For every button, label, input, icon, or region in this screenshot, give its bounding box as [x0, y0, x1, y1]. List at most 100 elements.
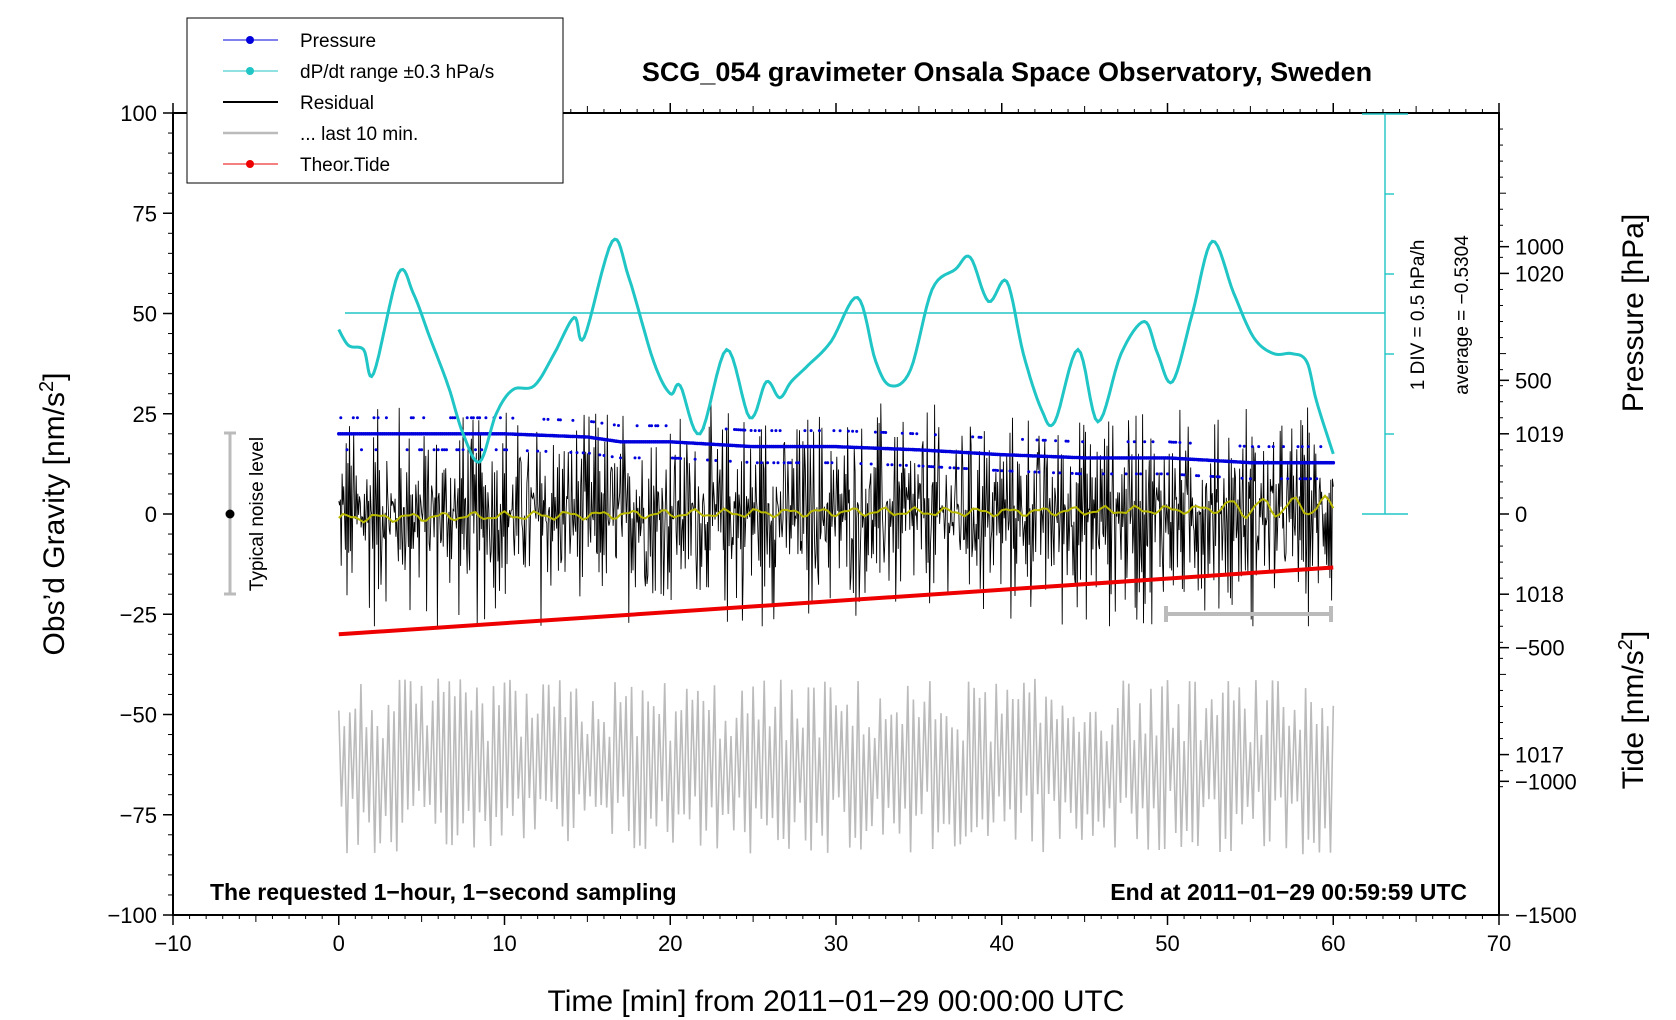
pressure-point: [873, 430, 877, 434]
pressure-point: [1302, 477, 1306, 481]
chart-title: SCG_054 gravimeter Onsala Space Observat…: [642, 57, 1372, 87]
tide-tick-label: −1500: [1515, 903, 1577, 928]
pressure-point: [952, 466, 956, 470]
tide-tick-label: 500: [1515, 368, 1552, 393]
y-axis-left: −100 −75 −50 −25 0 25 50 75 100: [107, 101, 173, 928]
y-left-tick-label: −75: [120, 803, 157, 828]
pressure-point: [788, 461, 792, 465]
x-tick-label: 70: [1487, 931, 1511, 956]
pressure-point: [757, 429, 761, 433]
dpdt-div-label: 1 DIV = 0.5 hPa/h: [1408, 240, 1429, 391]
pressure-tick-label: 1020: [1515, 261, 1564, 286]
tide-series: [338, 565, 1334, 637]
pressure-point: [449, 416, 453, 420]
pressure-point: [1070, 471, 1074, 475]
pressure-point: [1101, 472, 1105, 476]
pressure-point: [724, 427, 728, 431]
pressure-point: [1178, 441, 1182, 444]
pressure-point: [904, 463, 908, 467]
pressure-point: [832, 429, 836, 433]
tide-line: [338, 565, 1334, 637]
pressure-point: [1296, 445, 1300, 449]
pressure-point: [996, 469, 1000, 472]
pressure-point: [728, 459, 732, 463]
pressure-point: [575, 451, 579, 455]
x-tick-label: 10: [492, 931, 516, 956]
pressure-point: [782, 461, 786, 465]
pressure-point: [1240, 476, 1244, 480]
x-tick-label: 20: [658, 931, 682, 956]
pressure-point: [420, 448, 424, 452]
pressure-point: [1174, 440, 1178, 444]
pressure-point: [432, 448, 436, 452]
pressure-point: [1000, 469, 1004, 473]
pressure-point: [405, 448, 409, 452]
pressure-point: [1058, 471, 1062, 475]
legend: Pressure dP/dt range ±0.3 hPa/s Residual..…: [186, 17, 564, 184]
y-left-tick-label: −100: [107, 903, 157, 928]
residual-series: [338, 401, 1334, 627]
tide-axis-title: Tide [nm/s2]: [1615, 631, 1650, 789]
pressure-point: [1238, 444, 1242, 448]
pressure-point: [619, 456, 622, 460]
pressure-point: [465, 416, 469, 420]
pressure-point: [886, 463, 890, 467]
pressure-point: [633, 456, 637, 460]
pressure-point: [511, 416, 515, 420]
pressure-point: [648, 424, 651, 428]
dpdt-series: [337, 237, 1335, 464]
pressure-point: [971, 435, 975, 439]
pressure-point: [1304, 477, 1308, 481]
pressure-point: [637, 456, 641, 460]
pressure-point: [1286, 477, 1290, 481]
x-tick-label: 50: [1155, 931, 1179, 956]
pressure-point: [1143, 440, 1147, 444]
pressure-point: [600, 421, 604, 425]
legend-label: Pressure: [300, 31, 376, 52]
last10-bracket: [1164, 606, 1333, 622]
pressure-point: [770, 429, 774, 433]
pressure-point: [571, 418, 575, 422]
pressure-tick-label: 1017: [1515, 743, 1564, 768]
legend-swatch-marker: [246, 36, 254, 44]
y-left-tick-label: −25: [120, 602, 157, 627]
pressure-point: [1309, 477, 1312, 481]
pressure-point: [471, 416, 475, 420]
legend-label: Theor.Tide: [300, 155, 390, 176]
dpdt-line: [337, 237, 1335, 464]
pressure-point: [339, 416, 343, 420]
pressure-point: [803, 429, 807, 433]
pressure-point: [1132, 440, 1136, 444]
pressure-point: [921, 464, 925, 468]
pressure-point: [956, 466, 960, 470]
pressure-point: [1282, 445, 1285, 449]
pressure-point: [451, 416, 455, 420]
pressure-point: [1267, 445, 1271, 449]
pressure-point: [940, 465, 944, 469]
pressure-point: [1110, 472, 1114, 476]
pressure-point: [1298, 477, 1302, 481]
pressure-point: [372, 416, 376, 420]
pressure-point: [1052, 471, 1055, 475]
residual-line: [338, 401, 1334, 627]
pressure-point: [851, 429, 855, 433]
legend-label: ... last 10 min.: [300, 124, 418, 145]
pressure-point: [824, 461, 828, 465]
pressure-point: [1126, 440, 1130, 444]
pressure-point: [755, 461, 759, 465]
pressure-point: [1248, 477, 1252, 481]
pressure-point: [855, 429, 859, 433]
pressure-point: [979, 435, 983, 439]
pressure-point: [440, 448, 444, 452]
pressure-point: [1151, 440, 1155, 444]
pressure-point: [650, 424, 654, 428]
tide-tick-label: −500: [1515, 636, 1565, 661]
residual-smoothed-series: [338, 494, 1335, 524]
pressure-point: [838, 429, 842, 433]
pressure-point: [753, 429, 757, 433]
pressure-point: [1257, 445, 1261, 449]
residual-smoothed-line: [338, 494, 1335, 524]
x-tick-label: 60: [1321, 931, 1345, 956]
pressure-point: [880, 430, 884, 434]
pressure-point: [1166, 472, 1169, 476]
